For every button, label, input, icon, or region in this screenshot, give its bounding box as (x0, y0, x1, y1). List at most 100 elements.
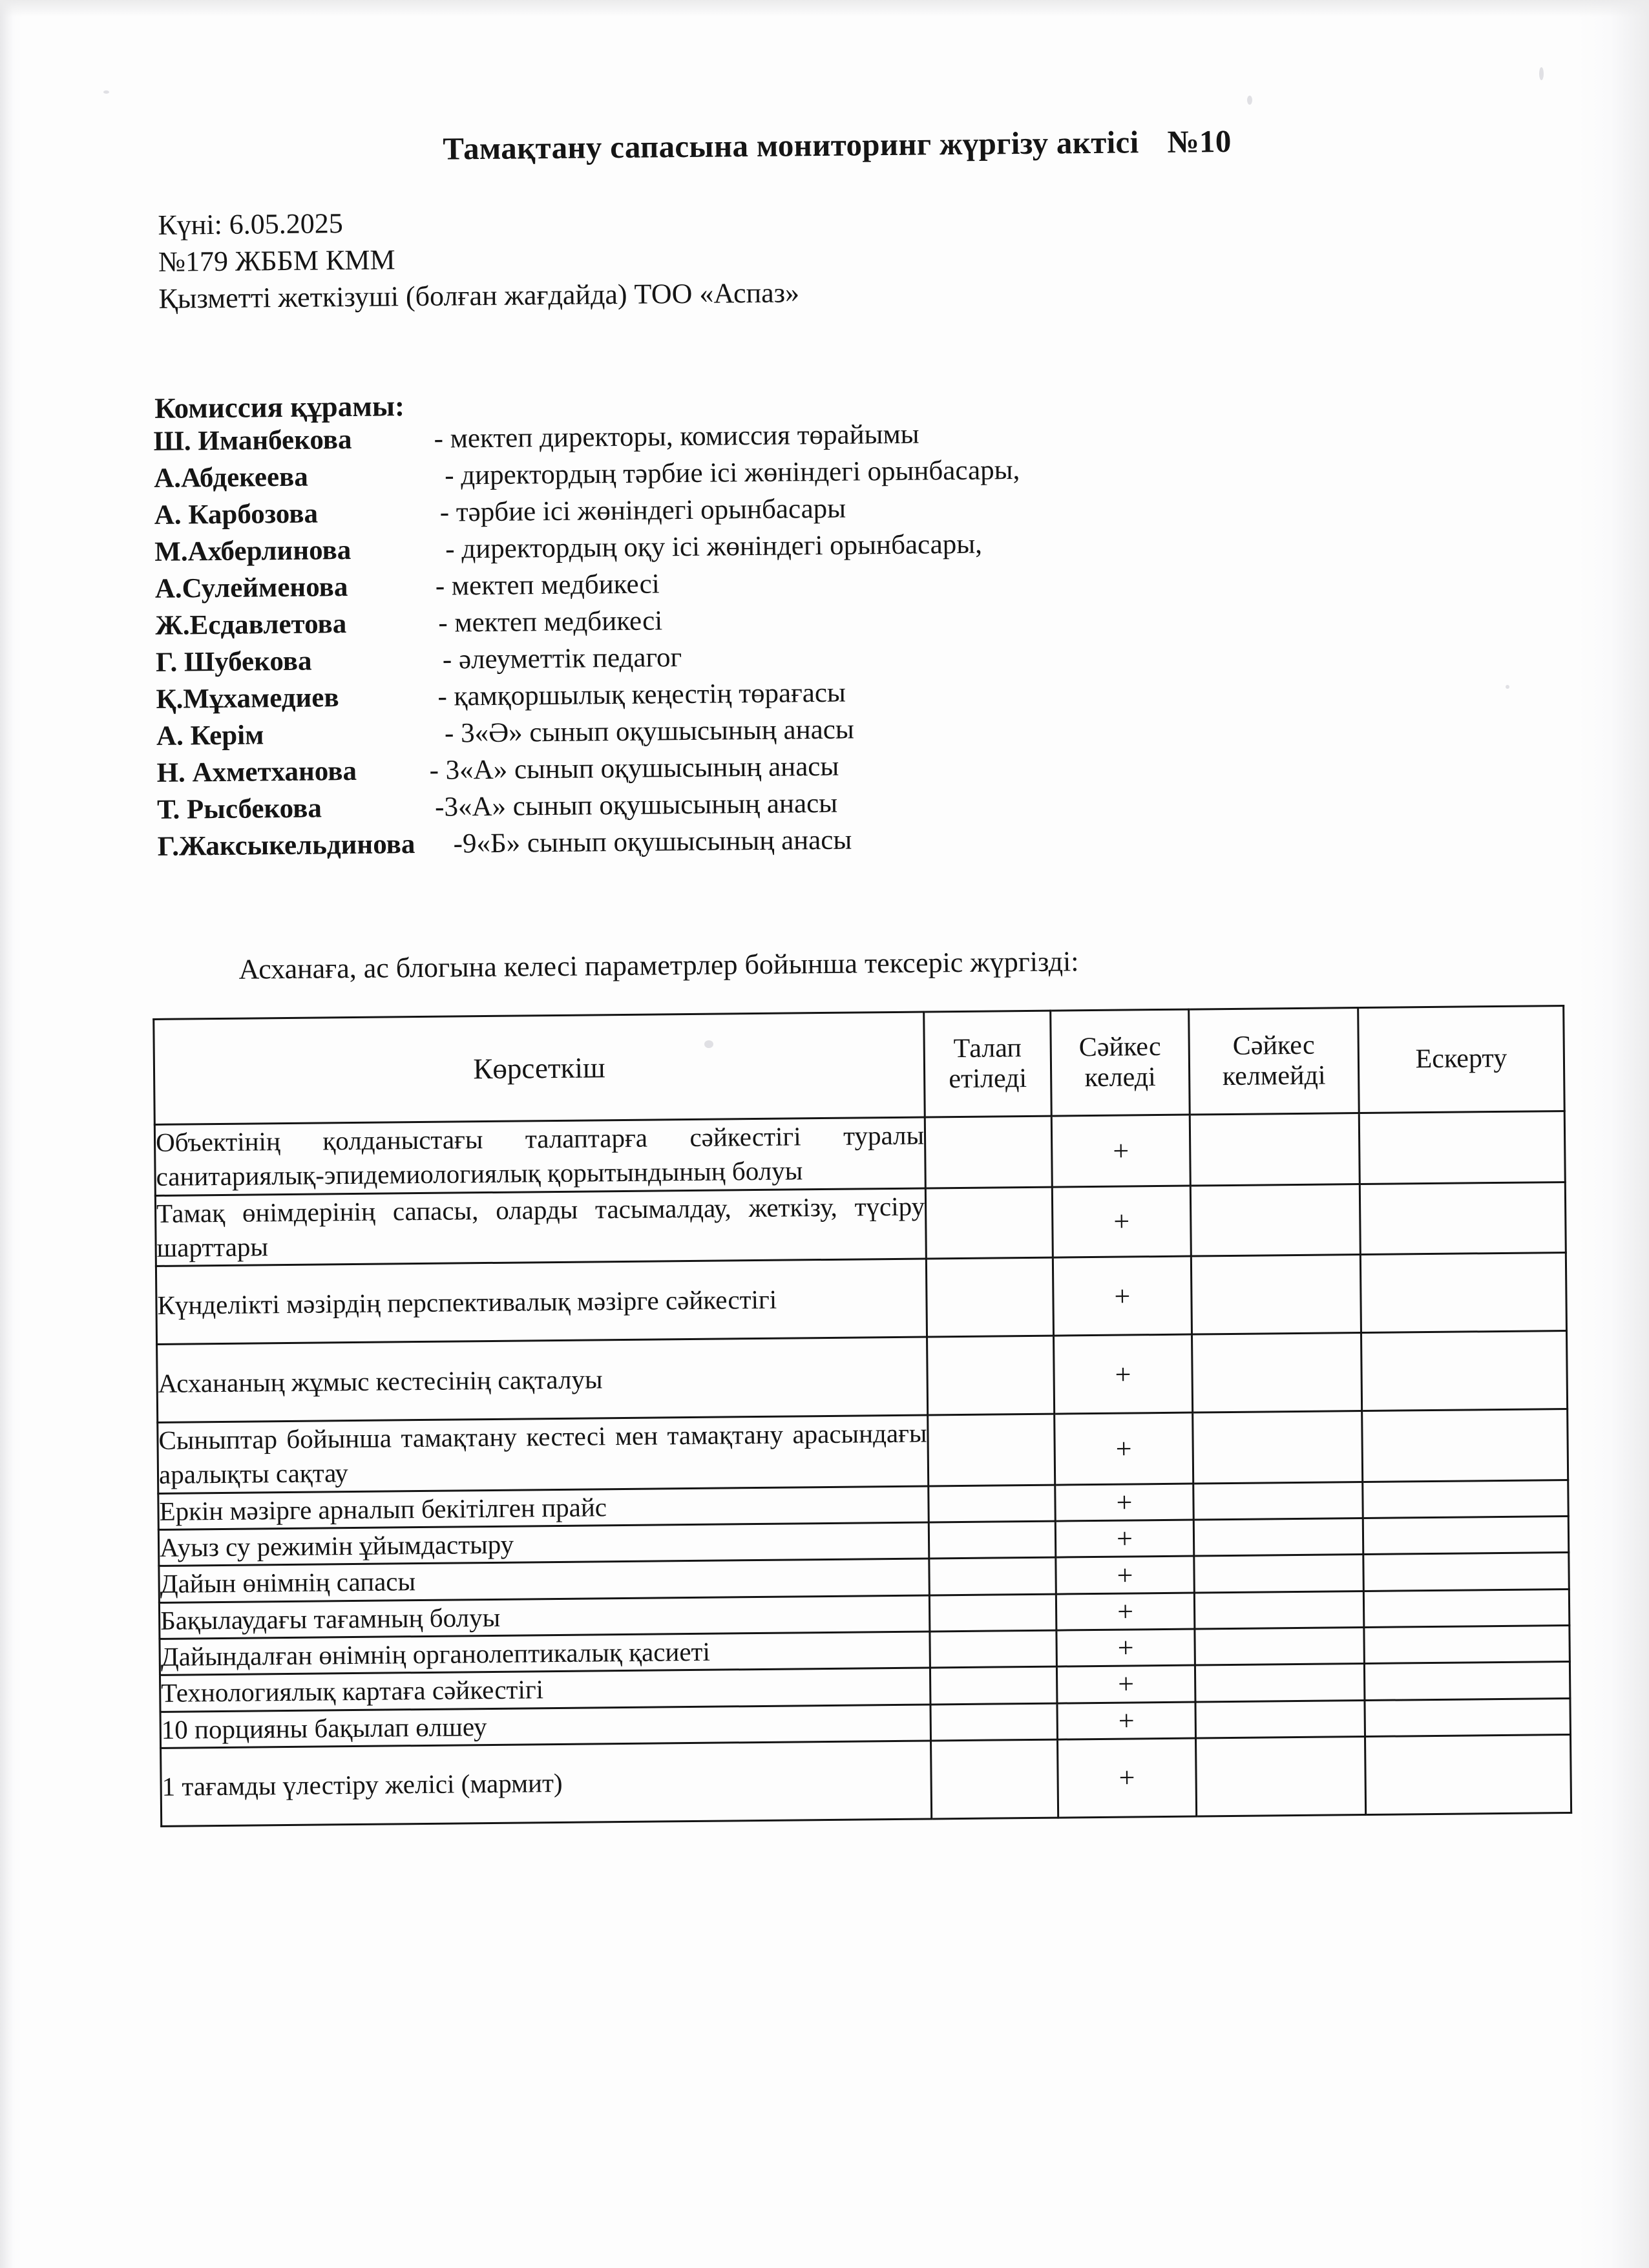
cell-note (1363, 1516, 1569, 1555)
cell-compliant: + (1055, 1556, 1195, 1594)
cell-non-compliant (1191, 1254, 1361, 1335)
cell-required (930, 1703, 1058, 1741)
member-role: - мектеп медбикесі (438, 605, 663, 638)
cell-compliant: + (1056, 1665, 1195, 1703)
member-name: Ж.Есдавлетова (155, 609, 347, 641)
cell-required (926, 1257, 1054, 1338)
cell-compliant: + (1053, 1334, 1193, 1414)
cell-non-compliant (1190, 1113, 1360, 1186)
commission-member: Г.Жаксыкельдинова -9«Б» сынып оқушысының… (157, 824, 1024, 870)
member-name: Ш. Иманбекова (153, 424, 352, 457)
cell-note (1365, 1734, 1571, 1815)
cell-indicator: Тамақ өнімдерінің сапасы, оларды тасымал… (155, 1188, 927, 1266)
member-role: - директордың оқу ісі жөніндегі орынбаса… (445, 529, 983, 565)
cell-non-compliant (1194, 1591, 1364, 1630)
table-row: Сыныптар бойынша тамақтану кестесі мен т… (157, 1409, 1568, 1494)
cell-required (925, 1116, 1053, 1188)
cell-note (1362, 1480, 1569, 1518)
member-name: А.Абдекеева (153, 461, 308, 494)
member-role: - директордың тәрбие ісі жөніндегі орынб… (444, 455, 1020, 491)
member-name: Т. Рысбекова (156, 793, 322, 825)
cell-note (1360, 1182, 1566, 1255)
cell-required (929, 1630, 1057, 1668)
member-role: - тәрбие ісі жөніндегі орынбасары (439, 493, 846, 528)
meta-date: Күні: 6.05.2025 (158, 207, 344, 241)
meta-supplier: Қызметті жеткізуші (болған жағдайда) ТОО… (158, 277, 800, 315)
cell-non-compliant (1195, 1736, 1366, 1816)
cell-note (1363, 1552, 1570, 1591)
column-header-compliant: Сәйкес келеді (1050, 1009, 1190, 1117)
cell-compliant: + (1051, 1115, 1191, 1187)
member-name: Г.Жаксыкельдинова (157, 829, 415, 862)
member-name: Қ.Мұхамедиев (156, 682, 339, 715)
table-row: Тамақ өнімдерінің сапасы, оларды тасымал… (155, 1182, 1566, 1266)
cell-non-compliant (1193, 1482, 1363, 1520)
cell-non-compliant (1193, 1518, 1363, 1557)
member-name: Н. Ахметханова (156, 755, 357, 788)
commission-heading: Комиссия құрамы: (154, 390, 405, 425)
cell-compliant: + (1053, 1256, 1192, 1336)
cell-required (929, 1521, 1056, 1559)
cell-required (928, 1484, 1056, 1523)
cell-required (927, 1336, 1055, 1416)
cell-required (927, 1414, 1055, 1486)
cell-compliant: + (1056, 1592, 1195, 1631)
document-title-text: Тамақтану сапасына мониторинг жүргізу ак… (443, 124, 1139, 167)
cell-note (1364, 1698, 1571, 1737)
cell-required (929, 1557, 1056, 1595)
cell-non-compliant (1192, 1332, 1362, 1413)
column-header-note: Ескерту (1358, 1005, 1565, 1113)
member-role: -9«Б» сынып оқушысының анасы (453, 824, 852, 859)
cell-compliant: + (1056, 1701, 1196, 1739)
cell-compliant: + (1054, 1412, 1193, 1485)
column-header-required: Талап етіледі (923, 1011, 1052, 1118)
act-number: №10 (1167, 123, 1232, 160)
cell-note (1361, 1330, 1568, 1411)
cell-note (1360, 1252, 1567, 1333)
cell-non-compliant (1190, 1184, 1361, 1257)
cell-compliant: + (1052, 1185, 1192, 1258)
cell-required (925, 1186, 1053, 1259)
inspection-intro-text: Асханаға, ас блогына келесі параметрлер … (238, 945, 1079, 985)
meta-school: №179 ЖББМ КММ (158, 244, 395, 278)
member-name: М.Ахберлинова (154, 534, 352, 567)
document-meta-block: Күні: 6.05.2025 №179 ЖББМ КММ Қызметті ж… (158, 200, 799, 317)
member-role: - мектеп директоры, комиссия төрайымы (434, 419, 919, 454)
commission-members-list: Ш. Иманбекова - мектеп директоры, комисс… (153, 419, 1024, 870)
member-name: А. Керім (156, 720, 264, 751)
cell-compliant: + (1055, 1483, 1194, 1522)
cell-indicator: Объектінің қолданыстағы талаптарға сәйке… (154, 1117, 926, 1196)
cell-indicator: Асхананың жұмыс кестесінің сақталуы (156, 1337, 928, 1423)
cell-non-compliant (1192, 1411, 1363, 1484)
document-title: Тамақтану сапасына мониторинг жүргізу ак… (443, 123, 1232, 167)
cell-indicator: Сыныптар бойынша тамақтану кестесі мен т… (157, 1415, 929, 1494)
cell-compliant: + (1057, 1738, 1197, 1818)
table-row: Асхананың жұмыс кестесінің сақталуы + (156, 1330, 1568, 1423)
cell-compliant: + (1056, 1629, 1195, 1667)
cell-note (1361, 1409, 1568, 1482)
cell-note (1363, 1589, 1570, 1628)
cell-compliant: + (1055, 1520, 1194, 1558)
monitoring-table: Көрсеткіш Талап етіледі Сәйкес келеді Сә… (152, 1005, 1572, 1827)
cell-indicator: Күнделікті мәзірдің перспективалық мәзір… (156, 1259, 927, 1345)
member-role: - 3«Ә» сынып оқушысының анасы (444, 714, 854, 749)
cell-required (929, 1593, 1056, 1632)
cell-required (930, 1666, 1057, 1705)
table-row: 1 тағамды үлестіру желісі (мармит) + (160, 1734, 1571, 1827)
table-header-row: Көрсеткіш Талап етіледі Сәйкес келеді Сә… (153, 1005, 1565, 1125)
cell-required (930, 1739, 1058, 1819)
member-role: - қамқоршылық кеңестің төрағасы (437, 677, 846, 712)
column-header-non-compliant: Сәйкес келмейді (1188, 1007, 1360, 1115)
member-name: А. Карбозова (154, 498, 319, 530)
cell-note (1359, 1111, 1566, 1184)
cell-note (1364, 1661, 1570, 1701)
cell-note (1363, 1625, 1570, 1664)
member-name: А.Сулейменова (154, 572, 348, 604)
table-row: Күнделікті мәзірдің перспективалық мәзір… (156, 1252, 1567, 1345)
cell-non-compliant (1194, 1627, 1365, 1666)
table-row: Объектінің қолданыстағы талаптарға сәйке… (154, 1111, 1566, 1196)
member-role: -3«А» сынып оқушысының анасы (434, 788, 838, 823)
member-role: - мектеп медбикесі (435, 569, 660, 602)
